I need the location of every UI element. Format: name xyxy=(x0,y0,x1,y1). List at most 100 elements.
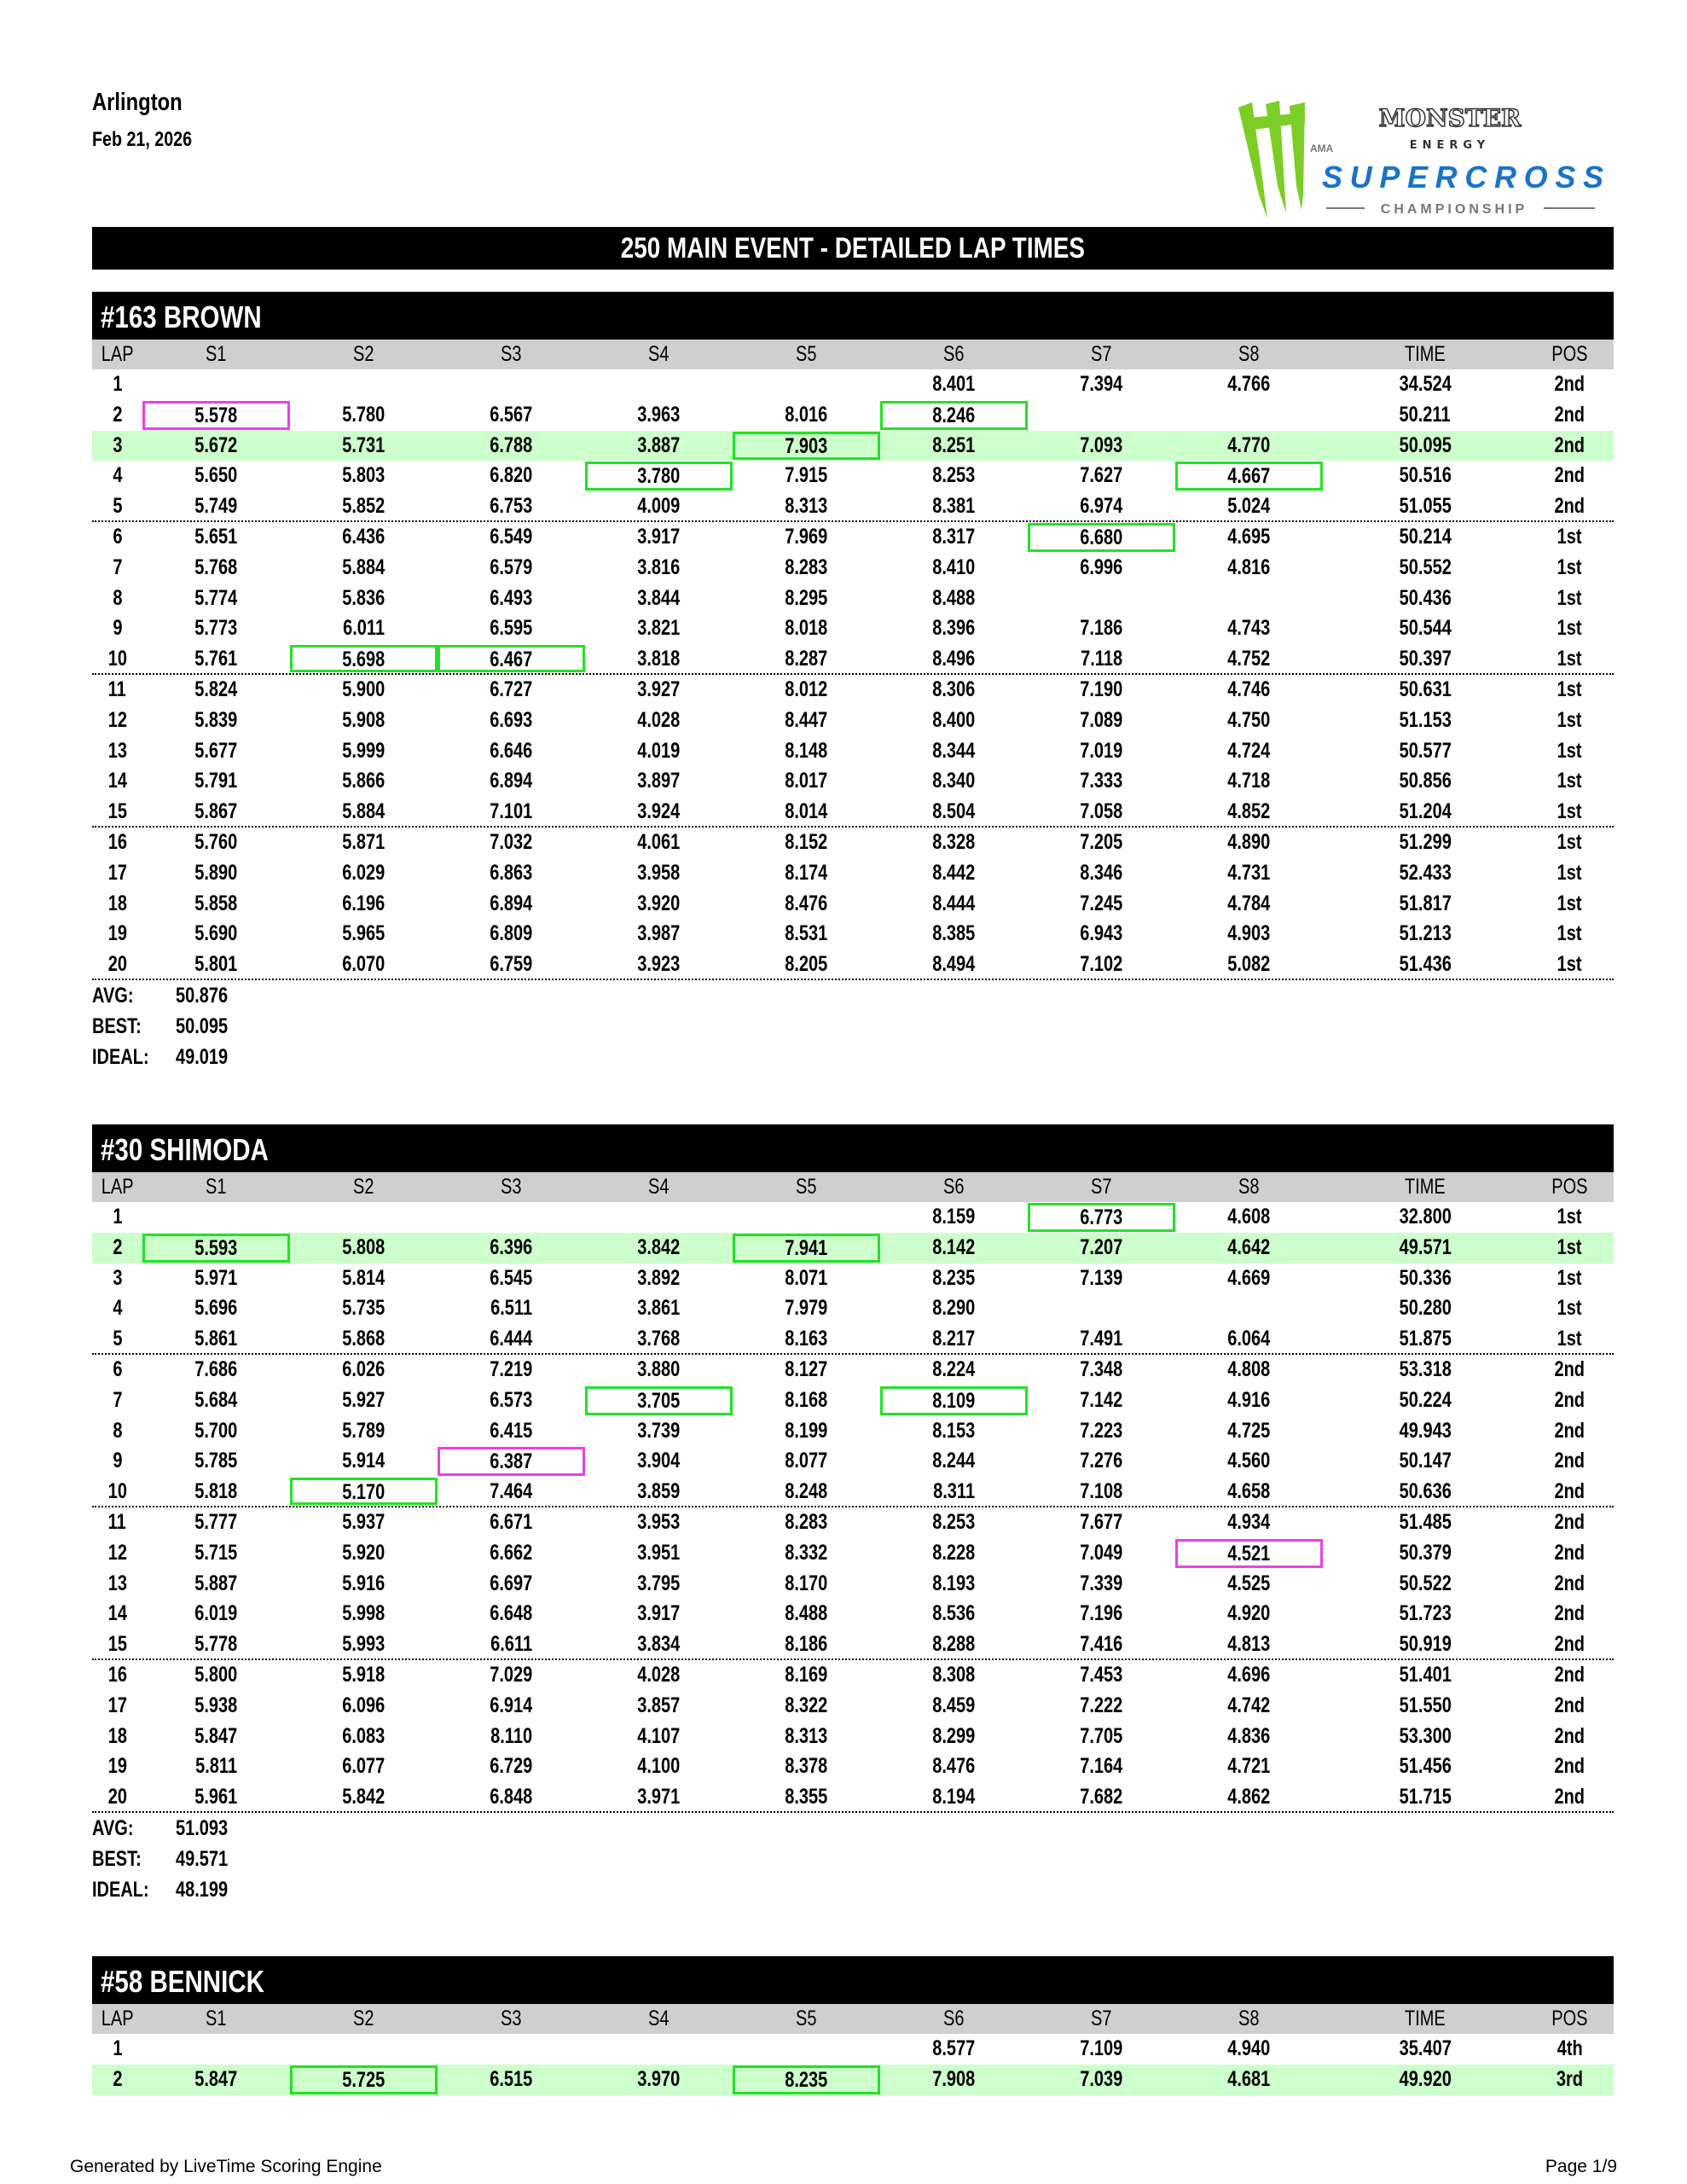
lap-cell-s4: 3.970 xyxy=(637,2066,681,2091)
lap-cell-s3: 6.648 xyxy=(490,1601,533,1626)
lap-row: 4 5.696 5.735 6.511 3.861 7.979 8.290 50.280 1st xyxy=(92,1293,1614,1324)
lap-cell-s8: 4.731 xyxy=(1227,860,1271,885)
lap-cell-s4: 3.880 xyxy=(637,1356,681,1381)
lap-cell-lap: 8 xyxy=(112,1418,123,1443)
lap-cell-time: 50.856 xyxy=(1399,769,1452,793)
column-header-time: TIME xyxy=(1405,342,1446,366)
lap-cell-time: 49.571 xyxy=(1399,1234,1452,1259)
column-header-pos: POS xyxy=(1551,342,1588,366)
lap-cell-s1: 5.690 xyxy=(194,921,238,946)
lap-cell-s6: 7.908 xyxy=(932,2066,976,2091)
svg-text:MONSTER: MONSTER xyxy=(1379,104,1522,132)
lap-cell-pos: 1st xyxy=(1557,799,1582,824)
lap-cell-pos: 2nd xyxy=(1554,1418,1586,1443)
lap-cell-s3: 6.693 xyxy=(490,707,533,732)
lap-cell-time: 50.280 xyxy=(1399,1296,1452,1321)
lap-cell-s8: 5.024 xyxy=(1227,494,1271,519)
lap-cell-time: 50.516 xyxy=(1399,463,1452,488)
event-date: Feb 21, 2026 xyxy=(92,128,193,151)
lap-cell-pos: 3rd xyxy=(1556,2066,1584,2091)
lap-cell-s3: 6.671 xyxy=(490,1509,533,1534)
lap-cell-s1: 5.761 xyxy=(194,647,238,671)
lap-cell-lap: 10 xyxy=(107,647,127,671)
lap-cell-s7 xyxy=(1028,584,1175,614)
lap-cell-s4: 3.963 xyxy=(637,402,681,427)
lap-cell-s5: 8.332 xyxy=(785,1540,828,1565)
lap-cell-s5: 8.248 xyxy=(785,1479,828,1504)
lap-cell-s2: 6.436 xyxy=(342,524,386,549)
lap-row: 9 5.785 5.914 6.387 3.904 8.077 8.244 7.276 4.56… xyxy=(92,1446,1614,1477)
lap-cell-s1: 5.887 xyxy=(194,1571,238,1595)
lap-cell-pos: 1st xyxy=(1557,891,1582,915)
lap-cell-lap: 5 xyxy=(112,494,123,519)
lap-cell-s7: 7.416 xyxy=(1080,1632,1123,1657)
lap-cell-s4: 3.917 xyxy=(637,1601,681,1626)
lap-cell-s6: 8.444 xyxy=(932,891,976,915)
column-header-row: LAP S1 S2 S3 S4 S5 S6 S7 S8 TIME POS xyxy=(92,2004,1614,2034)
lap-cell-s2: 6.011 xyxy=(343,616,385,641)
lap-row: 16 5.760 5.871 7.032 4.061 8.152 8.328 7.205 4.8… xyxy=(92,828,1614,858)
lap-cell-s8: 4.696 xyxy=(1227,1662,1271,1687)
footer-generator: Generated by LiveTime Scoring Engine xyxy=(70,2157,382,2176)
lap-cell-s7: 7.164 xyxy=(1080,1754,1123,1779)
lap-cell-s1: 5.847 xyxy=(194,2066,238,2091)
stat-best: BEST: 50.095 xyxy=(92,1011,1614,1042)
lap-cell-s5: 8.283 xyxy=(785,1509,828,1534)
lap-cell-lap: 13 xyxy=(107,1571,127,1595)
lap-cell-s8: 4.742 xyxy=(1227,1693,1271,1717)
lap-cell-s1: 5.971 xyxy=(194,1265,238,1290)
lap-cell-time: 49.920 xyxy=(1399,2066,1452,2091)
lap-cell-lap: 1 xyxy=(112,2036,123,2060)
lap-row: 17 5.938 6.096 6.914 3.857 8.322 8.459 7.222 4.7… xyxy=(92,1691,1614,1722)
lap-cell-s6: 8.194 xyxy=(932,1785,976,1809)
column-header-s3: S3 xyxy=(501,1175,522,1199)
lap-cell-s1: 5.961 xyxy=(194,1785,238,1809)
lap-cell-s6: 8.288 xyxy=(932,1632,976,1657)
driver-name: #163 BROWN xyxy=(101,299,262,334)
lap-cell-lap: 9 xyxy=(112,1449,123,1473)
lap-cell-s5: 8.447 xyxy=(785,707,828,732)
lap-cell-lap: 11 xyxy=(107,1509,127,1534)
lap-cell-s4: 3.816 xyxy=(637,555,681,579)
lap-cell-lap: 3 xyxy=(112,433,123,457)
lap-cell-s5: 8.168 xyxy=(785,1387,828,1412)
lap-cell-s5: 8.488 xyxy=(785,1601,828,1626)
lap-cell-s4: 3.924 xyxy=(637,799,681,824)
lap-cell-s5: 8.295 xyxy=(785,585,828,610)
lap-cell-s6: 8.400 xyxy=(932,707,976,732)
lap-cell-s5: 8.531 xyxy=(785,921,828,946)
lap-cell-s5: 7.979 xyxy=(785,1296,828,1321)
lap-cell-s7: 7.190 xyxy=(1080,677,1123,701)
lap-cell-s8: 5.082 xyxy=(1227,952,1271,977)
lap-row: 8 5.700 5.789 6.415 3.739 8.199 8.153 7.223 4.72… xyxy=(92,1416,1614,1447)
lap-cell-s8: 6.064 xyxy=(1227,1327,1271,1351)
driver-name: #58 BENNICK xyxy=(101,1964,264,1999)
column-header-s7: S7 xyxy=(1091,342,1112,366)
lap-cell-s6: 8.344 xyxy=(932,738,976,763)
lap-cell-s7: 6.996 xyxy=(1080,555,1123,579)
lap-cell-time: 53.300 xyxy=(1399,1723,1452,1748)
lap-cell-s2: 5.852 xyxy=(342,494,386,519)
lap-row: 13 5.887 5.916 6.697 3.795 8.170 8.193 7.339 4.5… xyxy=(92,1569,1614,1600)
column-header-s6: S6 xyxy=(943,342,965,366)
lap-cell-lap: 19 xyxy=(107,921,127,946)
lap-cell-s7: 7.109 xyxy=(1080,2036,1123,2060)
lap-cell-time: 50.544 xyxy=(1399,616,1452,641)
lap-cell-s7: 7.093 xyxy=(1080,433,1123,457)
lap-cell-s6: 8.340 xyxy=(932,769,976,793)
column-header-s8: S8 xyxy=(1238,342,1260,366)
lap-cell-lap: 16 xyxy=(107,829,127,854)
lap-row: 12 5.839 5.908 6.693 4.028 8.447 8.400 7.089 4.7… xyxy=(92,706,1614,736)
lap-cell-pos: 1st xyxy=(1557,524,1582,549)
lap-cell-s7: 7.453 xyxy=(1080,1662,1123,1687)
lap-cell-s4: 3.861 xyxy=(637,1296,681,1321)
lap-cell-s2: 5.918 xyxy=(342,1662,386,1687)
lap-cell-s2: 5.908 xyxy=(342,707,386,732)
lap-cell-time: 32.800 xyxy=(1399,1205,1452,1228)
lap-cell-s2: 5.871 xyxy=(342,829,386,854)
lap-cell-pos: 2nd xyxy=(1554,1632,1586,1657)
lap-cell-pos: 1st xyxy=(1557,647,1582,671)
lap-cell-s6: 8.193 xyxy=(932,1571,976,1595)
lap-cell-s1: 5.672 xyxy=(194,433,238,457)
lap-cell-s1: 5.774 xyxy=(194,585,238,610)
